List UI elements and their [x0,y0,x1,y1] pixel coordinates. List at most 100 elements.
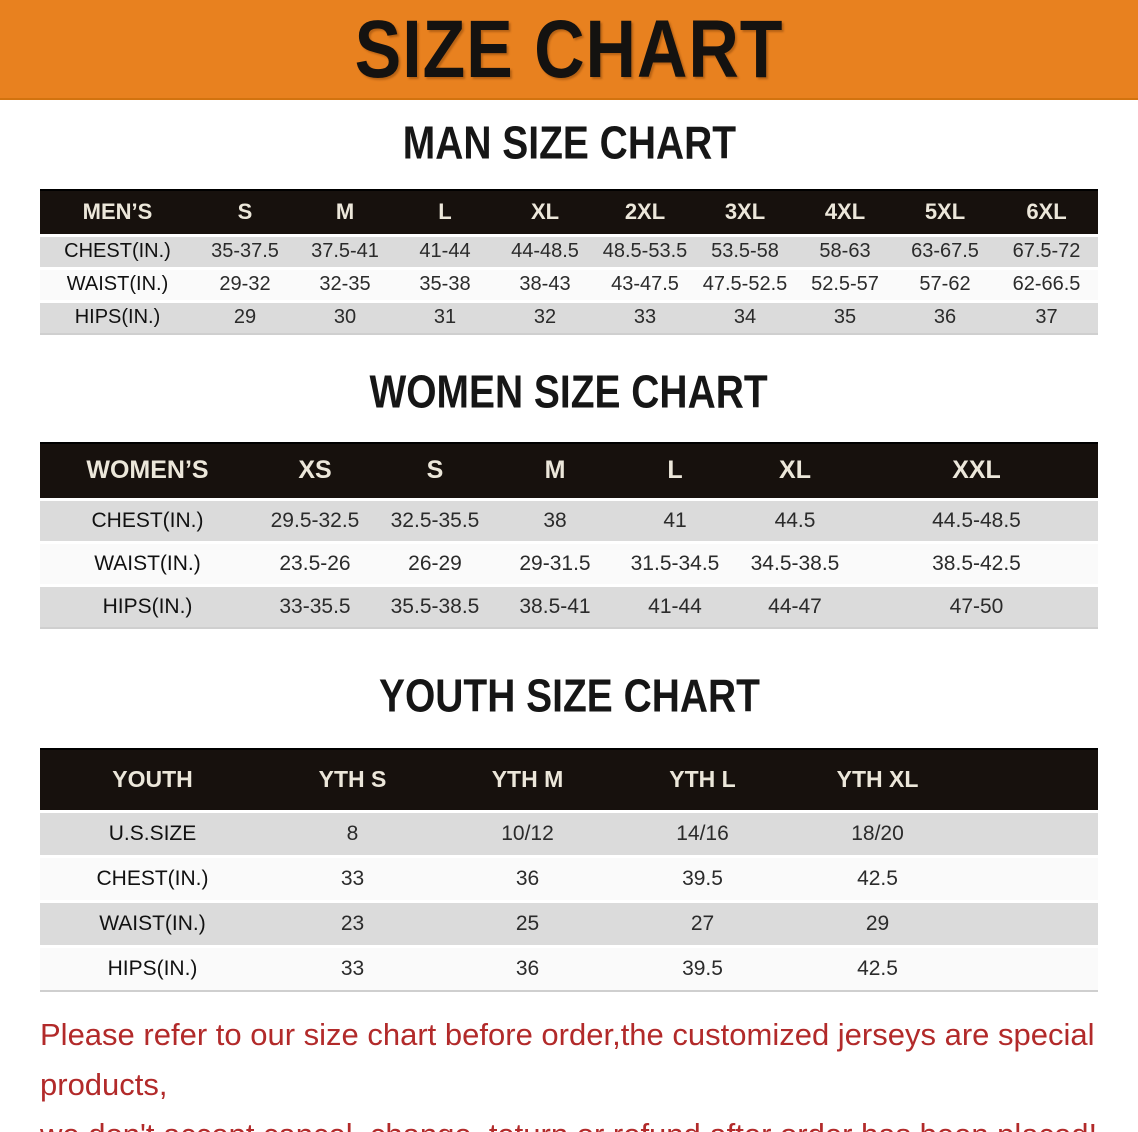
column-header: M [495,442,615,500]
cell-value: 23 [265,899,440,946]
column-header: 3XL [695,189,795,236]
column-header: S [375,442,495,500]
table-row: HIPS(IN.) 29 30 31 32 33 34 35 36 37 [40,299,1098,335]
cell-value: 32-35 [295,266,395,301]
column-header: XXL [855,442,1098,500]
cell-value: 18/20 [790,809,965,856]
cell-value: 35-37.5 [195,233,295,268]
cell-value: 67.5-72 [995,233,1098,268]
cell-value: 41-44 [615,583,735,629]
cell-value: 36 [895,299,995,335]
disclaimer-line-2: we don't accept cancel, change, teturn o… [40,1110,1110,1132]
cell-value: 35-38 [395,266,495,301]
table-row: WAIST(IN.) 23.5-26 26-29 29-31.5 31.5-34.5 34… [40,540,1098,585]
women-section-title: WOMEN SIZE CHART [369,366,769,418]
cell-value: 37.5-41 [295,233,395,268]
column-header: S [195,189,295,236]
cell-value: 52.5-57 [795,266,895,301]
cell-value: 43-47.5 [595,266,695,301]
column-header: XS [255,442,375,500]
youth-section-title: YOUTH SIZE CHART [378,670,760,722]
cell-value: 35.5-38.5 [375,583,495,629]
youth-size-table: YOUTH YTH S YTH M YTH L YTH XL U.S.SIZE 8 10/12… [40,748,1098,992]
mens-size-table: MEN’S S M L XL 2XL 3XL 4XL 5XL 6XL CHEST(IN.) 35-37… [40,189,1098,335]
cell-value: 32.5-35.5 [375,497,495,542]
cell-value: 31 [395,299,495,335]
cell-value: 14/16 [615,809,790,856]
cell-value: 38.5-42.5 [855,540,1098,585]
cell-value: 48.5-53.5 [595,233,695,268]
column-header: 6XL [995,189,1098,236]
cell-value: 39.5 [615,854,790,901]
cell-value: 42.5 [790,854,965,901]
disclaimer-line-1: Please refer to our size chart before or… [40,1017,1095,1102]
cell-value: 38-43 [495,266,595,301]
row-label: WAIST(IN.) [40,540,255,585]
header-label: WOMEN’S [40,442,255,500]
row-label: HIPS(IN.) [40,299,195,335]
cell-value: 32 [495,299,595,335]
column-header-spacer [965,748,1098,812]
cell-value: 33 [595,299,695,335]
cell-value: 29.5-32.5 [255,497,375,542]
column-header: YTH XL [790,748,965,812]
header-label: MEN’S [40,189,195,236]
cell-spacer [965,899,1098,946]
cell-value: 27 [615,899,790,946]
womens-size-table: WOMEN’S XS S M L XL XXL CHEST(IN.) 29.5-32.5 32.5… [40,442,1098,629]
cell-value: 41 [615,497,735,542]
cell-value: 37 [995,299,1098,335]
column-header: 4XL [795,189,895,236]
cell-value: 58-63 [795,233,895,268]
table-header-row: WOMEN’S XS S M L XL XXL [40,442,1098,500]
row-label: U.S.SIZE [40,809,265,856]
cell-value: 36 [440,944,615,992]
cell-value: 38.5-41 [495,583,615,629]
disclaimer: Please refer to our size chart before or… [40,1010,1110,1132]
table-row: CHEST(IN.) 35-37.5 37.5-41 41-44 44-48.5 48.5… [40,233,1098,268]
cell-value: 33 [265,944,440,992]
cell-spacer [965,809,1098,856]
cell-value: 35 [795,299,895,335]
header-label: YOUTH [40,748,265,812]
cell-value: 33-35.5 [255,583,375,629]
cell-value: 44.5-48.5 [855,497,1098,542]
cell-value: 36 [440,854,615,901]
table-header-row: YOUTH YTH S YTH M YTH L YTH XL [40,748,1098,812]
cell-value: 29 [790,899,965,946]
men-section-title: MAN SIZE CHART [402,117,736,169]
cell-value: 29 [195,299,295,335]
cell-value: 62-66.5 [995,266,1098,301]
column-header: L [395,189,495,236]
cell-value: 26-29 [375,540,495,585]
row-label: CHEST(IN.) [40,497,255,542]
column-header: YTH M [440,748,615,812]
cell-value: 33 [265,854,440,901]
cell-value: 23.5-26 [255,540,375,585]
row-label: HIPS(IN.) [40,944,265,992]
column-header: 5XL [895,189,995,236]
column-header: XL [495,189,595,236]
table-row: WAIST(IN.) 29-32 32-35 35-38 38-43 43-47.5 47.… [40,266,1098,301]
cell-value: 57-62 [895,266,995,301]
cell-value: 25 [440,899,615,946]
banner: SIZE CHART [0,0,1138,100]
youth-section: YOUTH SIZE CHART YOUTH YTH S YTH M YTH L YTH… [0,670,1138,992]
cell-value: 10/12 [440,809,615,856]
row-label: HIPS(IN.) [40,583,255,629]
cell-value: 29-31.5 [495,540,615,585]
table-row: WAIST(IN.) 23 25 27 29 [40,899,1098,946]
table-row: HIPS(IN.) 33-35.5 35.5-38.5 38.5-41 41-44 44-… [40,583,1098,629]
column-header: M [295,189,395,236]
cell-value: 38 [495,497,615,542]
cell-value: 41-44 [395,233,495,268]
row-label: CHEST(IN.) [40,233,195,268]
cell-value: 31.5-34.5 [615,540,735,585]
cell-value: 47.5-52.5 [695,266,795,301]
cell-value: 30 [295,299,395,335]
table-row: CHEST(IN.) 29.5-32.5 32.5-35.5 38 41 44.5 44.5… [40,497,1098,542]
cell-value: 44.5 [735,497,855,542]
cell-value: 29-32 [195,266,295,301]
column-header: YTH S [265,748,440,812]
